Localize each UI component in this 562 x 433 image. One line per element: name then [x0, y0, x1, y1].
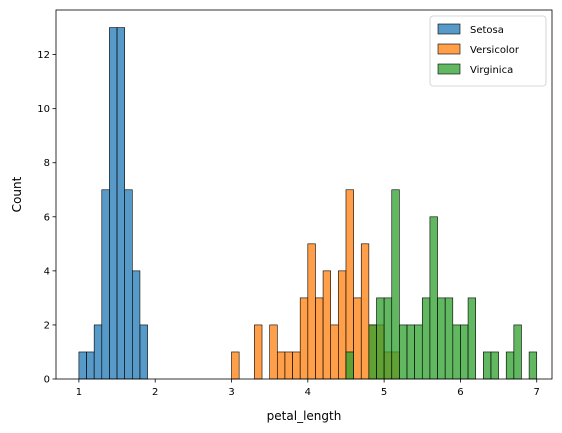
bar-setosa-1.6	[124, 189, 133, 380]
bar-virginica-6.7	[513, 324, 522, 380]
axes-layer	[55, 9, 553, 380]
bar-versicolor-3.0	[231, 351, 240, 380]
bar-virginica-5.8	[444, 297, 454, 380]
bar-virginica-5.2	[399, 324, 408, 380]
y-tick-label: 10	[37, 104, 50, 115]
bar-virginica-6.0	[460, 324, 469, 380]
bar-virginica-4.5	[345, 351, 354, 380]
bar-virginica-5.0	[383, 297, 393, 380]
legend-swatch-versicolor	[437, 43, 461, 55]
bar-setosa-1.1	[86, 351, 95, 380]
bar-setosa-1.4	[109, 27, 118, 380]
bar-virginica-6.9	[528, 351, 538, 380]
bar-virginica-6.1	[467, 297, 476, 380]
legend-label-virginica: Virginica	[470, 65, 513, 76]
y-tick-label: 0	[44, 375, 50, 386]
x-tick-label: 4	[305, 387, 311, 398]
bar-setosa-1.0	[78, 351, 87, 380]
x-axis-label: petal_length	[267, 409, 342, 423]
y-tick-label: 2	[44, 320, 50, 331]
x-tick-label: 7	[534, 387, 540, 398]
bar-versicolor-3.7	[284, 351, 293, 380]
bar-setosa-1.5	[116, 27, 125, 380]
bar-virginica-6.6	[505, 351, 515, 380]
y-tick-label: 8	[44, 158, 50, 169]
bar-virginica-4.9	[376, 297, 385, 380]
bar-versicolor-3.6	[276, 351, 286, 380]
bar-virginica-5.7	[437, 297, 446, 380]
bar-virginica-5.4	[414, 324, 423, 380]
x-tick-label: 3	[228, 387, 234, 398]
bar-versicolor-3.9	[299, 297, 309, 380]
bar-virginica-6.3	[483, 351, 492, 380]
x-axis-ticks: 1 2 3 4 5 6 7	[76, 379, 540, 398]
bar-versicolor-4.2	[322, 270, 332, 380]
bar-versicolor-3.8	[292, 351, 301, 380]
bar-setosa-1.3	[101, 189, 110, 380]
plot-frame	[55, 9, 553, 380]
y-axis-ticks: 0 2 4 6 8 10 12	[37, 50, 56, 386]
bar-virginica-5.3	[406, 324, 415, 380]
legend-items: Setosa Versicolor Virginica	[437, 23, 520, 76]
x-tick-label: 2	[152, 387, 158, 398]
bar-versicolor-3.5	[269, 324, 278, 380]
bar-versicolor-4.5	[345, 189, 354, 380]
x-tick-label: 6	[457, 387, 463, 398]
bar-versicolor-4.4	[338, 270, 347, 380]
bar-virginica-5.9	[452, 324, 461, 380]
bar-virginica-4.8	[368, 324, 377, 380]
bar-versicolor-3.3	[254, 324, 263, 380]
bar-virginica-6.4	[490, 351, 499, 380]
bar-versicolor-4.3	[330, 324, 339, 380]
x-tick-label: 5	[381, 387, 387, 398]
bar-virginica-5.1	[391, 189, 400, 380]
x-tick-label: 1	[76, 387, 82, 398]
bar-virginica-5.6	[429, 216, 438, 380]
bar-setosa-1.8	[139, 324, 148, 380]
bar-versicolor-4.7	[360, 243, 370, 380]
legend-label-setosa: Setosa	[470, 25, 504, 36]
legend-swatch-virginica	[437, 63, 461, 75]
legend-swatch-setosa	[437, 23, 461, 35]
bar-versicolor-4.6	[353, 297, 362, 380]
y-tick-label: 12	[37, 50, 50, 61]
bar-virginica-5.5	[421, 297, 431, 380]
bar-versicolor-4.0	[307, 243, 316, 380]
bar-setosa-1.2	[93, 324, 103, 380]
bar-setosa-1.7	[132, 270, 141, 380]
y-axis-label: Count	[10, 176, 24, 212]
y-tick-label: 6	[44, 212, 50, 223]
legend: Setosa Versicolor Virginica	[429, 15, 547, 87]
y-tick-label: 4	[44, 266, 50, 277]
legend-label-versicolor: Versicolor	[470, 45, 520, 56]
bar-versicolor-4.1	[315, 297, 324, 380]
